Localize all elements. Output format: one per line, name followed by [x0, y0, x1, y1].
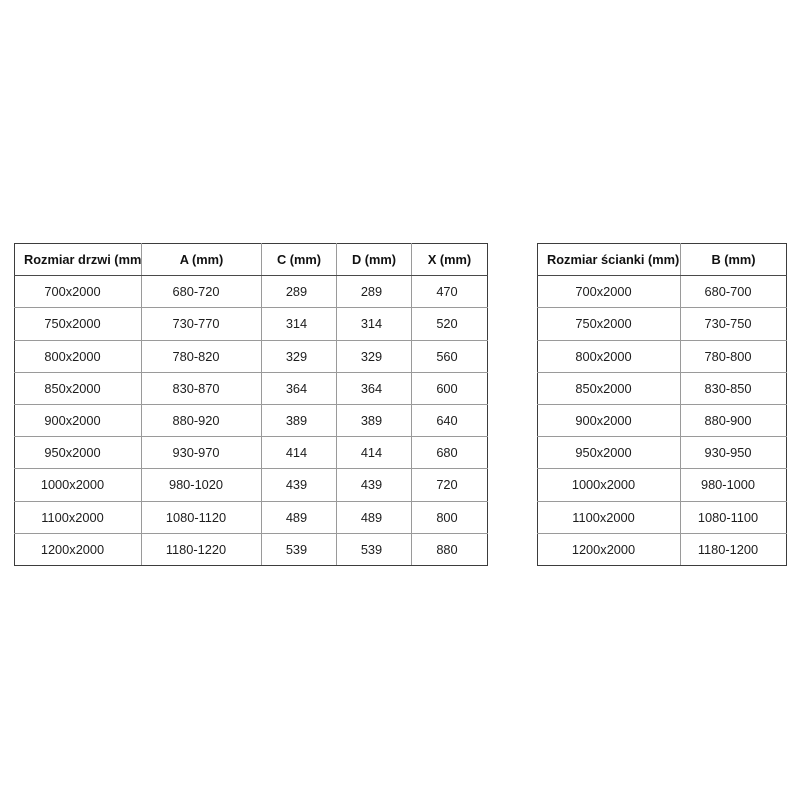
cell-c-r5: 389	[261, 404, 337, 438]
cell-d-r2: 314	[336, 307, 412, 341]
cell-d-r3: 329	[336, 339, 412, 373]
cell-b-r2: 730-750	[680, 307, 787, 341]
cell-a-r6: 930-970	[141, 436, 262, 470]
column-header-x: X (mm)	[411, 242, 488, 277]
cell-size-r2: 750x2000	[14, 307, 142, 341]
cell-d-r7: 439	[336, 468, 412, 502]
wall-table-head: Rozmiar ścianki (mm) B (mm)	[537, 242, 787, 277]
cell-x-r6: 680	[411, 436, 488, 470]
table-row: 800x2000 780-820 329 329 560	[14, 339, 488, 373]
wall-table-body: 700x2000 680-700 750x2000 730-750 800x2000 78…	[537, 275, 787, 567]
cell-d-r6: 414	[336, 436, 412, 470]
cell-size-r8: 1100x2000	[14, 500, 142, 534]
doors-header-row: Rozmiar drzwi (mm) A (mm) C (mm) D (mm) X (m…	[14, 242, 488, 277]
cell-a-r9: 1180-1220	[141, 532, 262, 567]
doors-dimensions-table: Rozmiar drzwi (mm) A (mm) C (mm) D (mm) X (m…	[14, 242, 488, 567]
column-header-a: A (mm)	[141, 242, 262, 277]
doors-table-head: Rozmiar drzwi (mm) A (mm) C (mm) D (mm) X (m…	[14, 242, 488, 277]
cell-size-r6: 950x2000	[537, 436, 681, 470]
cell-c-r1: 289	[261, 275, 337, 309]
table-row: 700x2000 680-720 289 289 470	[14, 275, 488, 309]
table-row: 900x2000 880-900	[537, 404, 787, 438]
table-row: 1100x2000 1080-1100	[537, 500, 787, 534]
cell-d-r4: 364	[336, 371, 412, 406]
cell-a-r2: 730-770	[141, 307, 262, 341]
column-header-b: B (mm)	[680, 242, 787, 277]
cell-c-r2: 314	[261, 307, 337, 341]
column-header-c: C (mm)	[261, 242, 337, 277]
table-row: 750x2000 730-750	[537, 307, 787, 341]
cell-size-r1: 700x2000	[537, 275, 681, 309]
table-row: 1000x2000 980-1000	[537, 468, 787, 502]
cell-c-r9: 539	[261, 532, 337, 567]
cell-b-r7: 980-1000	[680, 468, 787, 502]
cell-c-r8: 489	[261, 500, 337, 534]
table-row: 850x2000 830-850	[537, 371, 787, 406]
cell-c-r6: 414	[261, 436, 337, 470]
cell-size-r7: 1000x2000	[537, 468, 681, 502]
cell-size-r2: 750x2000	[537, 307, 681, 341]
cell-size-r5: 900x2000	[14, 404, 142, 438]
cell-size-r6: 950x2000	[14, 436, 142, 470]
column-header-size: Rozmiar ścianki (mm)	[537, 242, 681, 277]
cell-x-r5: 640	[411, 404, 488, 438]
cell-size-r1: 700x2000	[14, 275, 142, 309]
cell-a-r5: 880-920	[141, 404, 262, 438]
cell-x-r1: 470	[411, 275, 488, 309]
column-header-d: D (mm)	[336, 242, 412, 277]
wall-header-row: Rozmiar ścianki (mm) B (mm)	[537, 242, 787, 277]
table-row: 700x2000 680-700	[537, 275, 787, 309]
cell-size-r9: 1200x2000	[537, 532, 681, 567]
table-row: 950x2000 930-950	[537, 436, 787, 470]
wall-panel-dimensions-table: Rozmiar ścianki (mm) B (mm) 700x2000 680-7…	[537, 242, 787, 567]
cell-size-r3: 800x2000	[14, 339, 142, 373]
cell-x-r9: 880	[411, 532, 488, 567]
cell-c-r3: 329	[261, 339, 337, 373]
cell-x-r7: 720	[411, 468, 488, 502]
cell-x-r4: 600	[411, 371, 488, 406]
cell-d-r9: 539	[336, 532, 412, 567]
cell-a-r8: 1080-1120	[141, 500, 262, 534]
cell-a-r7: 980-1020	[141, 468, 262, 502]
column-header-size: Rozmiar drzwi (mm)	[14, 242, 142, 277]
table-row: 1200x2000 1180-1200	[537, 532, 787, 567]
cell-a-r1: 680-720	[141, 275, 262, 309]
table-row: 900x2000 880-920 389 389 640	[14, 404, 488, 438]
cell-size-r5: 900x2000	[537, 404, 681, 438]
cell-size-r4: 850x2000	[537, 371, 681, 406]
cell-size-r9: 1200x2000	[14, 532, 142, 567]
cell-b-r9: 1180-1200	[680, 532, 787, 567]
cell-x-r8: 800	[411, 500, 488, 534]
cell-size-r7: 1000x2000	[14, 468, 142, 502]
cell-b-r4: 830-850	[680, 371, 787, 406]
cell-a-r4: 830-870	[141, 371, 262, 406]
table-row: 850x2000 830-870 364 364 600	[14, 371, 488, 406]
table-row: 1200x2000 1180-1220 539 539 880	[14, 532, 488, 567]
table-row: 1000x2000 980-1020 439 439 720	[14, 468, 488, 502]
table-row: 800x2000 780-800	[537, 339, 787, 373]
cell-b-r5: 880-900	[680, 404, 787, 438]
cell-c-r7: 439	[261, 468, 337, 502]
cell-b-r8: 1080-1100	[680, 500, 787, 534]
cell-b-r3: 780-800	[680, 339, 787, 373]
table-row: 1100x2000 1080-1120 489 489 800	[14, 500, 488, 534]
doors-table-body: 700x2000 680-720 289 289 470 750x2000 730-770 3…	[14, 275, 488, 567]
cell-b-r6: 930-950	[680, 436, 787, 470]
cell-d-r8: 489	[336, 500, 412, 534]
cell-x-r2: 520	[411, 307, 488, 341]
table-row: 950x2000 930-970 414 414 680	[14, 436, 488, 470]
table-row: 750x2000 730-770 314 314 520	[14, 307, 488, 341]
cell-c-r4: 364	[261, 371, 337, 406]
cell-size-r3: 800x2000	[537, 339, 681, 373]
cell-b-r1: 680-700	[680, 275, 787, 309]
cell-d-r5: 389	[336, 404, 412, 438]
cell-d-r1: 289	[336, 275, 412, 309]
cell-size-r8: 1100x2000	[537, 500, 681, 534]
cell-a-r3: 780-820	[141, 339, 262, 373]
cell-x-r3: 560	[411, 339, 488, 373]
cell-size-r4: 850x2000	[14, 371, 142, 406]
